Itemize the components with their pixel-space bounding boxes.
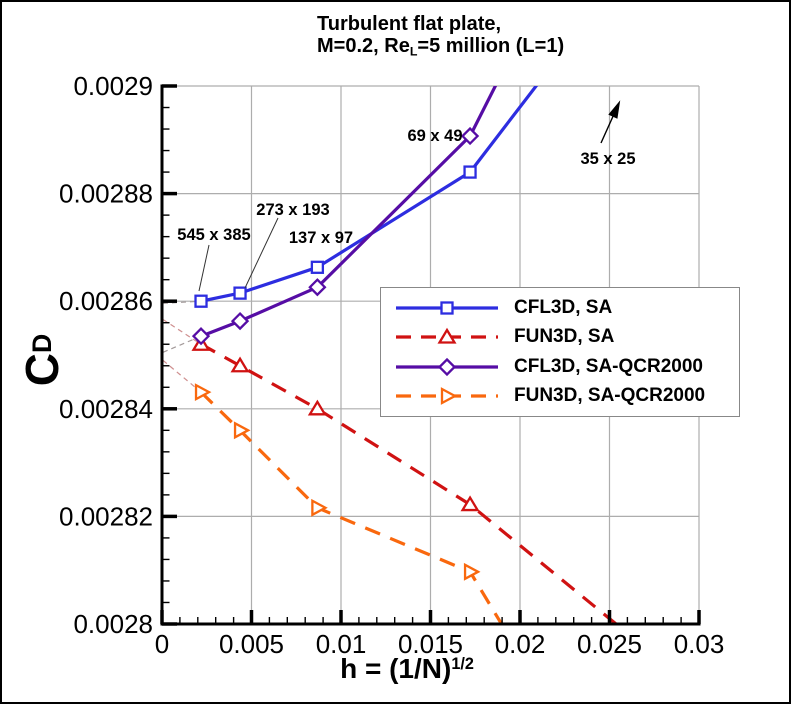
legend-line-sample [396,357,498,376]
diamond-marker [191,327,211,346]
diamond-marker [308,278,327,297]
triangle-up-marker [437,327,457,344]
square-marker [463,165,477,179]
diamond-marker [437,357,457,376]
triangle-up-marker [460,495,480,512]
extrapolation-line [162,335,202,353]
series-curve [200,342,619,624]
chart-title-line2: M=0.2, ReL=5 million (L=1) [317,35,565,59]
triangle-right-marker [233,421,251,440]
legend-label: FUN3D, SA [514,326,615,348]
y-tick-label: 0.00288 [59,179,153,209]
grid-size-annotation: 273 x 193 [256,201,329,219]
x-tick-label: 0.02 [495,629,546,659]
legend-entry-cfl3d-sa-qcr2000: CFL3D, SA-QCR2000 [393,354,739,380]
diamond-marker [460,126,480,146]
x-axis-label: h = (1/N)1/2 [340,653,474,684]
x-tick-label: 0.025 [577,629,642,659]
y-tick-label: 0.0029 [73,71,153,101]
grid-size-annotation: 69 x 49 [407,127,462,145]
annotation-leader-line [198,244,210,292]
legend-entry-cfl3d-sa: CFL3D, SA [393,295,739,321]
square-marker [194,294,208,308]
legend-line-sample [396,387,498,406]
x-tick-label: 0.015 [398,629,463,659]
triangle-right-marker [463,562,481,581]
triangle-up-marker [230,356,250,373]
triangle-right-marker [440,387,458,406]
legend-label: CFL3D, SA-QCR2000 [514,355,703,377]
legend-entry-fun3d-sa: FUN3D, SA [393,324,739,350]
triangle-right-marker [311,498,328,517]
legend-line-sample [396,300,498,315]
square-marker [310,260,325,274]
legend: CFL3D, SA FUN3D, SA CFL3D, SA-QCR2000 FUN3D… [380,287,740,417]
triangle-right-marker [194,383,212,402]
y-tick-label: 0.00284 [59,394,153,424]
x-tick-label: 0.03 [674,629,725,659]
chart-title: Turbulent flat plate, M=0.2, ReL=5 milli… [317,13,564,63]
x-tick-label: 0.01 [316,629,367,659]
square-marker [440,300,454,315]
offscale-arrow-head [608,100,621,119]
legend-line-sample [396,327,498,344]
chart-title-line1: Turbulent flat plate, [317,13,502,35]
x-tick-label: 0 [155,629,169,659]
y-tick-label: 0.0028 [73,609,153,639]
grid-size-annotation: 35 x 25 [580,150,635,168]
legend-label: CFL3D, SA [514,296,613,318]
grid-size-annotation: 545 x 385 [177,226,250,244]
y-tick-label: 0.00286 [59,286,153,316]
square-marker [233,286,247,300]
triangle-up-marker [307,399,327,416]
legend-label: FUN3D, SA-QCR2000 [514,385,706,407]
grid-size-annotation: 137 x 97 [289,229,353,247]
y-tick-label: 0.00282 [59,501,153,531]
diamond-marker [230,311,250,331]
annotation-leader-line [244,217,279,289]
x-tick-label: 0.005 [219,629,284,659]
extrapolation-line [162,318,202,345]
legend-entry-fun3d-sa-qcr2000: FUN3D, SA-QCR2000 [393,383,739,409]
